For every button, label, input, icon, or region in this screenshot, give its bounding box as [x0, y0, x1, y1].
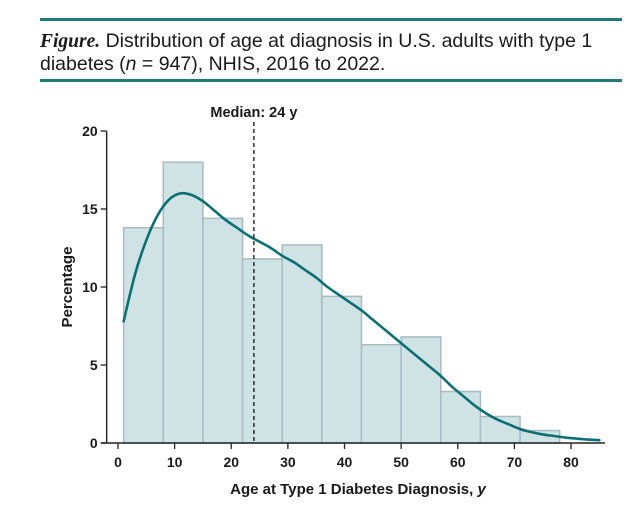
caption-text-start: Distribution of age at diagnosis in U.S.…	[40, 30, 593, 75]
x-axis-title-text: Age at Type 1 Diabetes Diagnosis,	[230, 481, 477, 498]
histogram-bar-6	[321, 295, 363, 444]
density-curve	[122, 191, 601, 442]
x-tick-label-60: 60	[450, 454, 466, 470]
y-tick-label-15: 15	[82, 201, 98, 217]
y-tick-label-20: 20	[82, 123, 98, 139]
y-tick-label-0: 0	[90, 435, 98, 451]
x-tick-label-30: 30	[280, 454, 296, 470]
x-tick-label-20: 20	[223, 454, 239, 470]
caption-n-symbol: n	[125, 53, 137, 75]
histogram-bar-4	[241, 258, 283, 444]
median-layer: Median: 24 y	[210, 105, 297, 443]
x-tick-label-50: 50	[393, 454, 409, 470]
histogram-bar-3	[202, 217, 244, 444]
y-tick-label-10: 10	[82, 279, 98, 295]
histogram-bar-9	[440, 390, 482, 444]
median-label: Median: 24 y	[210, 105, 297, 121]
histogram-bar-5	[281, 244, 323, 444]
caption-text-end: = 947), NHIS, 2016 to 2022.	[136, 53, 386, 75]
y-axis-title: Percentage	[59, 247, 76, 328]
bars-layer	[122, 161, 561, 444]
x-tick-label-80: 80	[563, 454, 579, 470]
histogram-bar-1	[122, 226, 165, 444]
x-tick-label-0: 0	[114, 454, 122, 470]
x-axis-title: Age at Type 1 Diabetes Diagnosis, y	[230, 481, 486, 498]
x-tick-label-40: 40	[337, 454, 353, 470]
histogram-bar-2	[162, 161, 204, 444]
curve-layer	[122, 191, 601, 442]
caption-top-rule	[40, 18, 622, 21]
x-tick-label-70: 70	[507, 454, 523, 470]
caption-bottom-rule	[40, 79, 622, 82]
histogram-bar-7	[360, 343, 402, 444]
figure-caption: Figure. Distribution of age at diagnosis…	[40, 30, 630, 76]
x-axis-title-var: y	[476, 481, 486, 498]
x-tick-label-10: 10	[167, 454, 183, 470]
y-tick-label-5: 5	[90, 357, 98, 373]
histogram-bar-8	[400, 336, 442, 444]
axes-layer: 0 10 20 30 40 50 60 70 80 0 5 10 15 20	[82, 123, 605, 470]
figure-label: Figure.	[40, 31, 101, 52]
